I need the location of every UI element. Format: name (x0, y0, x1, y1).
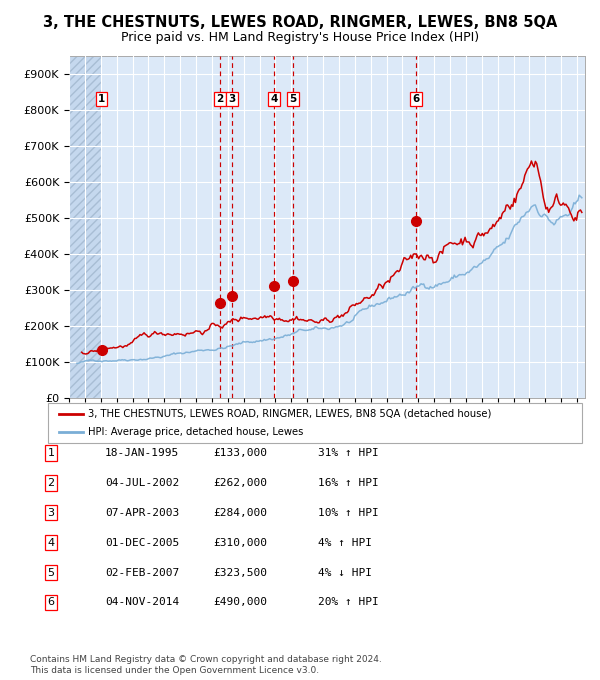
Text: 5: 5 (289, 94, 296, 104)
Text: 4: 4 (271, 94, 278, 104)
Text: £284,000: £284,000 (213, 508, 267, 517)
Text: 02-FEB-2007: 02-FEB-2007 (105, 568, 179, 577)
Text: 5: 5 (47, 568, 55, 577)
Text: 2: 2 (47, 478, 55, 488)
Text: 3, THE CHESTNUTS, LEWES ROAD, RINGMER, LEWES, BN8 5QA: 3, THE CHESTNUTS, LEWES ROAD, RINGMER, L… (43, 15, 557, 30)
Text: 10% ↑ HPI: 10% ↑ HPI (318, 508, 379, 517)
Text: 04-JUL-2002: 04-JUL-2002 (105, 478, 179, 488)
Text: 04-NOV-2014: 04-NOV-2014 (105, 598, 179, 607)
Text: Contains HM Land Registry data © Crown copyright and database right 2024.
This d: Contains HM Land Registry data © Crown c… (30, 655, 382, 675)
Text: 6: 6 (412, 94, 419, 104)
Text: £490,000: £490,000 (213, 598, 267, 607)
Text: £310,000: £310,000 (213, 538, 267, 547)
Text: 31% ↑ HPI: 31% ↑ HPI (318, 448, 379, 458)
Text: 20% ↑ HPI: 20% ↑ HPI (318, 598, 379, 607)
Text: 4% ↑ HPI: 4% ↑ HPI (318, 538, 372, 547)
Text: Price paid vs. HM Land Registry's House Price Index (HPI): Price paid vs. HM Land Registry's House … (121, 31, 479, 44)
Bar (69, 56, 101, 398)
Text: 4: 4 (47, 538, 55, 547)
Text: 3, THE CHESTNUTS, LEWES ROAD, RINGMER, LEWES, BN8 5QA (detached house): 3, THE CHESTNUTS, LEWES ROAD, RINGMER, L… (88, 409, 491, 419)
Text: £262,000: £262,000 (213, 478, 267, 488)
Text: 3: 3 (229, 94, 236, 104)
Text: 07-APR-2003: 07-APR-2003 (105, 508, 179, 517)
Text: 16% ↑ HPI: 16% ↑ HPI (318, 478, 379, 488)
Text: 6: 6 (47, 598, 55, 607)
Text: 18-JAN-1995: 18-JAN-1995 (105, 448, 179, 458)
Text: £133,000: £133,000 (213, 448, 267, 458)
FancyBboxPatch shape (48, 403, 582, 443)
Text: 01-DEC-2005: 01-DEC-2005 (105, 538, 179, 547)
Text: 1: 1 (47, 448, 55, 458)
Text: 2: 2 (216, 94, 223, 104)
Text: 1: 1 (98, 94, 105, 104)
Text: £323,500: £323,500 (213, 568, 267, 577)
Text: 4% ↓ HPI: 4% ↓ HPI (318, 568, 372, 577)
Text: 3: 3 (47, 508, 55, 517)
Text: HPI: Average price, detached house, Lewes: HPI: Average price, detached house, Lewe… (88, 427, 304, 437)
